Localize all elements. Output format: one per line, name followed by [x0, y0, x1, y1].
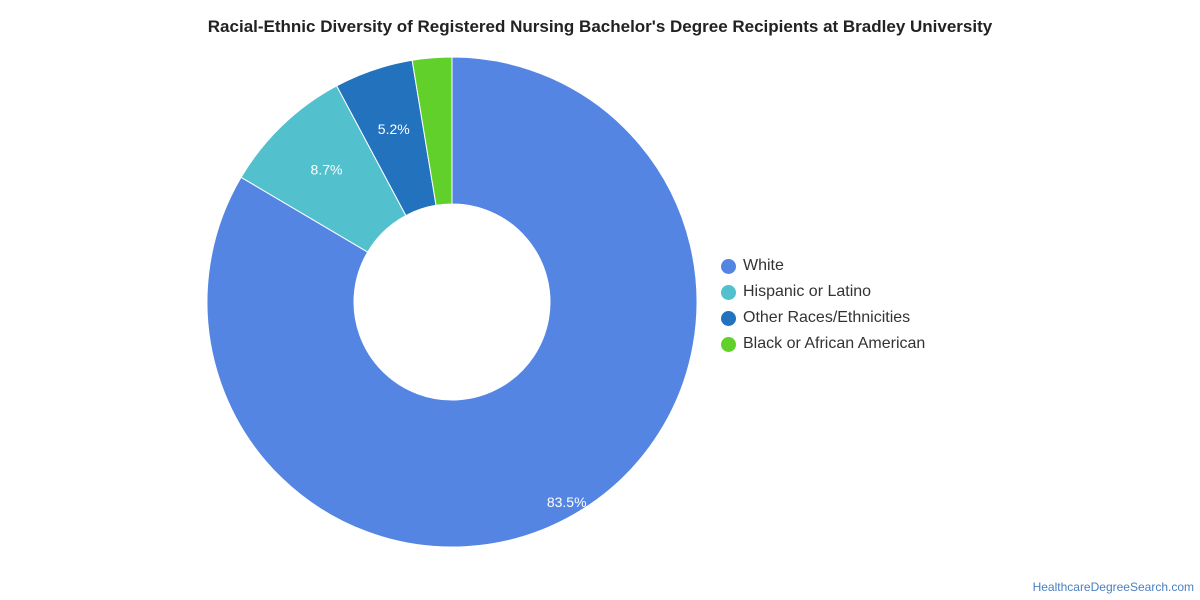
chart-title: Racial-Ethnic Diversity of Registered Nu…	[207, 17, 993, 36]
slice-white[interactable]	[206, 56, 698, 548]
legend-item-other-races-ethnicities[interactable]: Other Races/Ethnicities	[721, 305, 925, 331]
legend-label: White	[743, 257, 784, 274]
source-link[interactable]: HealthcareDegreeSearch.com	[1032, 580, 1194, 594]
legend: White Hispanic or Latino Other Races/Ethni…	[721, 253, 925, 357]
data-label-white: 83.5%	[547, 494, 587, 510]
legend-label: Hispanic or Latino	[743, 283, 872, 300]
legend-swatch	[721, 258, 736, 274]
legend-label: Black or African American	[743, 335, 926, 352]
legend-swatch	[721, 336, 736, 352]
legend-label: Other Races/Ethnicities	[743, 309, 911, 326]
legend-swatch	[721, 310, 736, 326]
data-label-other-races-ethnicities: 5.2%	[378, 121, 410, 137]
legend-item-black-or-african-american[interactable]: Black or African American	[721, 331, 925, 357]
slice-black-or-african-american[interactable]	[411, 56, 453, 206]
legend-item-hispanic-or-latino[interactable]: Hispanic or Latino	[721, 279, 925, 305]
legend-swatch	[721, 284, 736, 300]
legend-item-white[interactable]: White	[721, 253, 925, 279]
data-label-hispanic-or-latino: 8.7%	[311, 162, 343, 178]
